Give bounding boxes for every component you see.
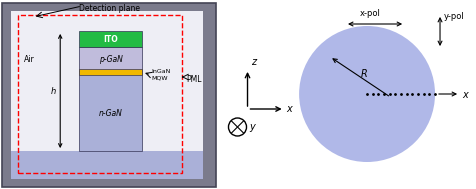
Text: y-pol: y-pol bbox=[444, 12, 465, 21]
Bar bbox=[18, 15, 182, 173]
Text: h: h bbox=[51, 87, 56, 95]
Text: x: x bbox=[462, 90, 468, 100]
Text: x: x bbox=[287, 104, 292, 114]
Bar bbox=[79, 69, 142, 75]
Text: Air: Air bbox=[24, 54, 35, 64]
Text: PML: PML bbox=[186, 74, 202, 84]
Bar bbox=[79, 47, 142, 71]
Text: ITO: ITO bbox=[103, 35, 118, 43]
Text: Detection plane: Detection plane bbox=[79, 4, 140, 13]
Text: R: R bbox=[360, 69, 367, 79]
Bar bbox=[11, 151, 203, 179]
Text: n-GaN: n-GaN bbox=[99, 109, 122, 119]
Text: InGaN
MQW: InGaN MQW bbox=[151, 69, 170, 81]
Text: p-GaN: p-GaN bbox=[99, 54, 122, 64]
Text: z: z bbox=[251, 57, 257, 67]
Bar bbox=[79, 71, 142, 151]
Bar bbox=[11, 11, 203, 179]
Text: y: y bbox=[249, 122, 255, 132]
Text: x-pol: x-pol bbox=[360, 9, 381, 18]
Circle shape bbox=[299, 26, 435, 162]
Bar bbox=[79, 31, 142, 47]
